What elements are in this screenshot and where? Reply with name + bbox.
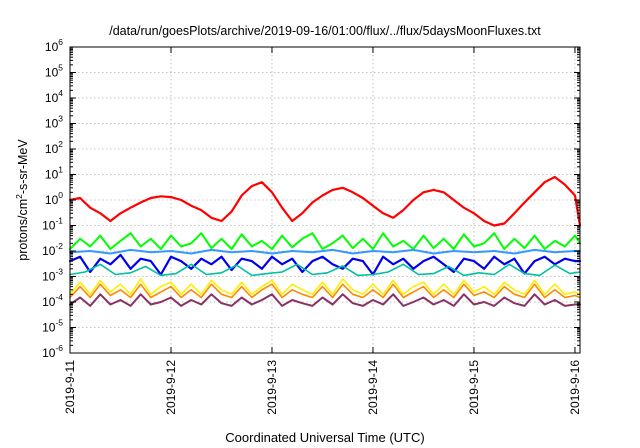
series-line-6 (69, 278, 581, 296)
x-tick-label: 2019-9-11 (63, 360, 77, 414)
series-line-2 (69, 232, 581, 250)
y-tick-label: 10-5 (42, 318, 63, 335)
y-tick-label: 10-1 (42, 216, 63, 233)
y-tick-label: 100 (45, 190, 63, 207)
y-tick-labels: 10-6 10-5 10-4 10-3 10-2 10-1 100 101 102 103 104 1… (42, 37, 63, 360)
x-axis-label: Coordinated Universal Time (UTC) (225, 430, 424, 445)
series-line-5 (69, 263, 581, 277)
x-tick-label: 2019-9-16 (568, 360, 582, 415)
y-axis-label-sup: 2 (14, 194, 24, 199)
x-tick-label: 2019-9-14 (366, 360, 380, 415)
y-axis-label-main: protons/cm (16, 199, 30, 261)
y-axis-label-rest: -s-sr-MeV (16, 139, 30, 195)
series-group (68, 175, 582, 307)
y-tick-label: 10-6 (42, 343, 63, 360)
x-tick-label: 2019-9-15 (467, 360, 481, 415)
y-tick-label: 10-4 (42, 292, 63, 309)
x-tick-labels: 2019-9-11 2019-9-12 2019-9-13 2019-9-14 2019… (63, 360, 582, 415)
y-axis-label: protons/cm2-s-sr-MeV (14, 139, 30, 261)
y-tick-label: 10-3 (42, 267, 63, 284)
x-tick-label: 2019-9-13 (265, 360, 279, 415)
series-line-1 (68, 175, 582, 227)
y-tick-label: 101 (45, 165, 63, 182)
series-line-8 (69, 293, 581, 307)
x-tick-label: 2019-9-12 (164, 360, 178, 415)
series-line-7 (69, 283, 581, 299)
y-tick-label: 102 (45, 139, 63, 156)
y-tick-label: 104 (45, 88, 63, 105)
y-tick-label: 10-2 (42, 241, 63, 258)
series-line-3 (69, 248, 581, 255)
y-tick-label: 103 (45, 114, 63, 131)
series-line-4 (68, 253, 582, 276)
y-tick-label: 106 (45, 37, 63, 54)
y-tick-label: 105 (45, 63, 63, 80)
axis-ticks (69, 46, 580, 354)
chart-title: /data/run/goesPlots/archive/2019-09-16/0… (109, 24, 541, 38)
